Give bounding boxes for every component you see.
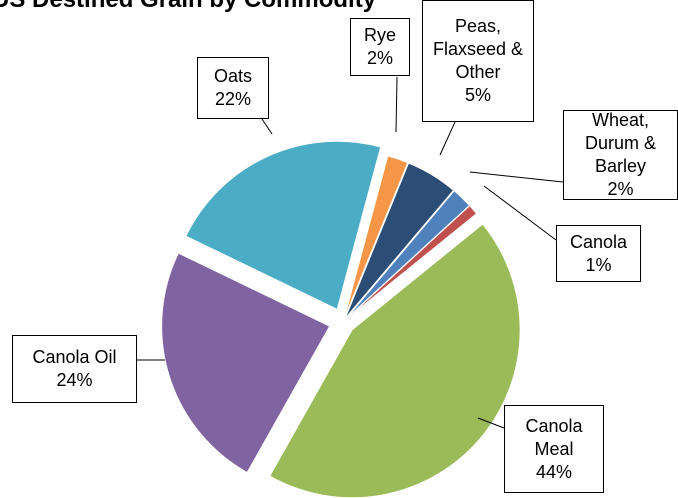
- pie-slice: [269, 223, 521, 498]
- data-label-box: Rye 2%: [350, 18, 410, 76]
- value-label: 22%: [214, 89, 252, 109]
- pie-slice: [345, 204, 478, 320]
- pie-slice: [344, 162, 455, 319]
- category-label: Peas, Flaxseed & Other: [432, 16, 524, 82]
- data-label-box: Canola 1%: [556, 225, 641, 282]
- value-label: 2%: [366, 48, 393, 68]
- data-label-box: Canola Meal 44%: [504, 405, 604, 493]
- data-label-box: Oats 22%: [197, 57, 269, 119]
- category-label: Oats: [213, 66, 252, 86]
- value-label: 2%: [607, 179, 634, 199]
- pie-slice: [343, 155, 409, 319]
- category-label: Canola: [569, 231, 628, 252]
- leader-line: [261, 118, 273, 135]
- value-label: 44%: [535, 461, 573, 482]
- data-label-box: Wheat, Durum & Barley 2%: [563, 110, 678, 200]
- leader-line: [395, 76, 398, 133]
- category-label: Wheat, Durum & Barley: [584, 110, 656, 176]
- value-label: 5%: [464, 85, 491, 105]
- category-label: Rye: [363, 25, 396, 45]
- leader-line: [477, 417, 505, 429]
- category-label: Canola Meal: [525, 415, 583, 459]
- data-label-box: Canola Oil 24%: [12, 335, 137, 403]
- pie-slice: [161, 252, 331, 474]
- leader-line: [469, 171, 564, 183]
- chart-title: US Destined Grain by Commodity: [0, 0, 376, 14]
- data-label-box: Peas, Flaxseed & Other 5%: [422, 0, 534, 122]
- value-label: 24%: [56, 370, 93, 390]
- leader-line: [483, 185, 557, 241]
- category-label: Canola Oil: [32, 347, 117, 367]
- pie-slice: [185, 140, 382, 310]
- leader-line: [439, 121, 456, 156]
- value-label: 1%: [585, 254, 612, 275]
